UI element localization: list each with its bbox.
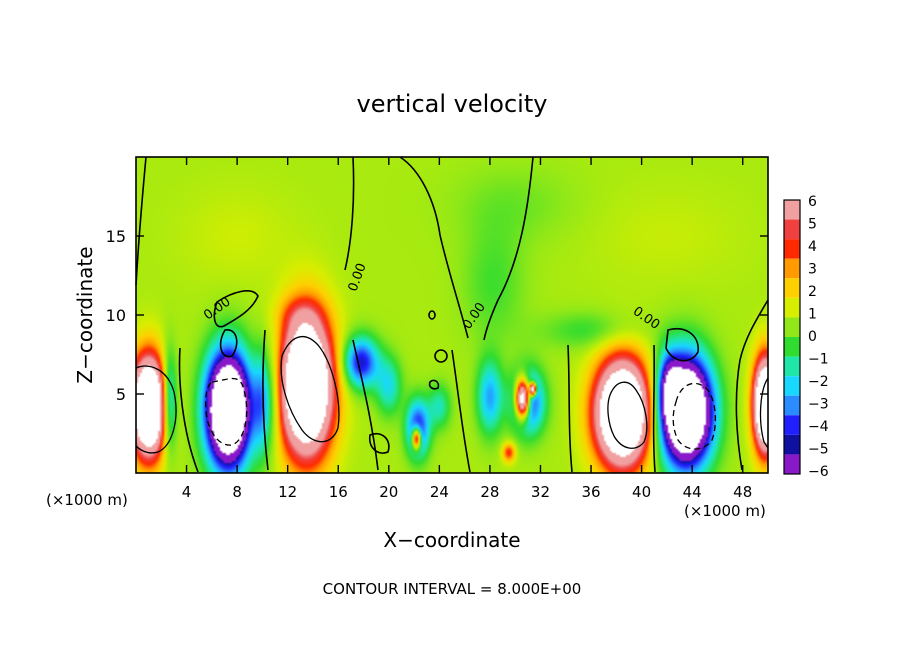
colorbar-label: −2 bbox=[808, 374, 829, 390]
y-axis-label: Z−coordinate bbox=[73, 246, 97, 383]
x-tick-label: 36 bbox=[581, 483, 600, 501]
x-tick-label: 20 bbox=[379, 483, 398, 501]
colorbar-label: 1 bbox=[808, 307, 817, 323]
x-axis: 4 8 12 16 20 24 28 32 36 40 44 48 bbox=[182, 157, 752, 501]
x-unit-right: (×1000 m) bbox=[684, 502, 766, 520]
colorbar-band bbox=[784, 415, 800, 435]
colorbar: 6 5 4 3 2 1 0 −1 −2 −3 −4 −5 −6 bbox=[783, 194, 829, 480]
x-tick-label: 28 bbox=[480, 483, 499, 501]
colorbar-band bbox=[784, 219, 800, 240]
x-tick-label: 32 bbox=[531, 483, 550, 501]
zero-contour bbox=[428, 379, 440, 390]
colorbar-band bbox=[784, 395, 800, 416]
zero-contours bbox=[135, 156, 769, 473]
colorbar-band bbox=[784, 278, 800, 298]
zero-contour bbox=[219, 329, 238, 358]
colorbar-band bbox=[784, 434, 800, 455]
zero-contour bbox=[344, 156, 355, 271]
colorbar-band bbox=[784, 376, 800, 396]
chart-title: vertical velocity bbox=[357, 90, 548, 118]
colorbar-label: −1 bbox=[808, 352, 829, 368]
zero-contour bbox=[213, 290, 259, 328]
zero-contour bbox=[368, 433, 390, 454]
colorbar-band bbox=[784, 200, 800, 220]
x-unit-left: (×1000 m) bbox=[46, 491, 128, 509]
colorbar-label: −6 bbox=[808, 464, 829, 480]
x-tick-label: 16 bbox=[329, 483, 348, 501]
zero-contour bbox=[735, 299, 769, 471]
colorbar-band bbox=[784, 258, 800, 279]
colorbar-band bbox=[784, 356, 800, 377]
colorbar-label: 2 bbox=[808, 284, 817, 300]
positive-contour bbox=[759, 377, 769, 449]
zero-contour bbox=[428, 310, 436, 320]
colorbar-label: −5 bbox=[808, 442, 829, 458]
zero-contour bbox=[483, 156, 534, 341]
y-tick-label: 15 bbox=[106, 227, 126, 246]
x-axis-label: X−coordinate bbox=[383, 528, 520, 552]
colorbar-label: 5 bbox=[808, 217, 817, 233]
positive-contour bbox=[135, 365, 177, 454]
colorbar-label: −3 bbox=[808, 397, 829, 413]
colorbar-band bbox=[784, 317, 800, 337]
colorbar-label: 4 bbox=[808, 239, 817, 255]
y-tick-label: 10 bbox=[106, 306, 126, 325]
x-tick-label: 8 bbox=[232, 483, 242, 501]
zero-contour bbox=[665, 328, 699, 362]
positive-contour bbox=[280, 335, 340, 443]
colorbar-label: −4 bbox=[808, 419, 829, 435]
zero-contour bbox=[451, 349, 471, 473]
zero-contour bbox=[352, 339, 379, 471]
colorbar-band bbox=[784, 297, 800, 318]
x-tick-label: 12 bbox=[278, 483, 297, 501]
y-tick-label: 5 bbox=[116, 385, 126, 404]
y-axis: 5 10 15 bbox=[106, 227, 768, 404]
x-tick-label: 48 bbox=[733, 483, 752, 501]
x-tick-label: 24 bbox=[430, 483, 449, 501]
colorbar-band bbox=[784, 454, 800, 474]
zero-contour bbox=[262, 329, 269, 471]
colorbar-band bbox=[784, 239, 800, 259]
colorbar-label: 0 bbox=[808, 329, 817, 345]
extreme-contours bbox=[135, 335, 769, 454]
x-tick-label: 40 bbox=[632, 483, 651, 501]
zero-contour bbox=[652, 344, 656, 473]
positive-contour bbox=[607, 381, 648, 449]
colorbar-label: 6 bbox=[808, 194, 817, 210]
zero-contour bbox=[434, 349, 448, 363]
negative-contour bbox=[672, 382, 717, 450]
colorbar-label: 3 bbox=[808, 262, 817, 278]
zero-contour bbox=[399, 156, 469, 339]
zero-contour bbox=[178, 347, 199, 473]
colorbar-band bbox=[784, 337, 800, 357]
contour-interval-note: CONTOUR INTERVAL = 8.000E+00 bbox=[323, 580, 582, 598]
zero-contour bbox=[567, 344, 573, 473]
colorbar-frame bbox=[783, 199, 801, 475]
x-tick-label: 4 bbox=[182, 483, 192, 501]
x-tick-label: 44 bbox=[683, 483, 702, 501]
